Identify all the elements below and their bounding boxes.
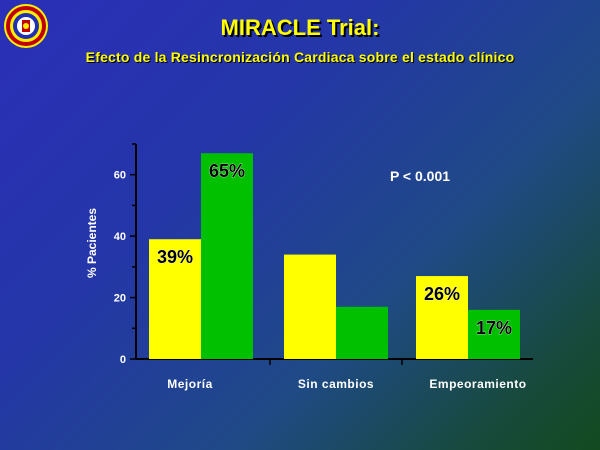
university-seal-logo (4, 4, 48, 48)
data-label: 26% (424, 284, 460, 304)
bar (201, 153, 253, 359)
y-tick-label: 20 (114, 293, 126, 305)
y-tick-label: 40 (114, 231, 126, 243)
category-label: Sin cambios (298, 377, 374, 391)
bar (416, 276, 468, 359)
data-label: 17% (476, 318, 512, 338)
bar (284, 254, 336, 359)
y-tick-label: 60 (114, 170, 126, 182)
data-label: 39% (157, 247, 193, 267)
bar (149, 239, 201, 359)
bar (336, 306, 388, 359)
slide-title: MIRACLE Trial: (220, 15, 380, 40)
category-label: Mejoría (167, 377, 213, 391)
slide-subtitle: Efecto de la Resincronización Cardiaca s… (85, 49, 515, 65)
y-tick-label: 0 (120, 354, 126, 366)
data-label: 65% (209, 161, 245, 181)
category-label: Empeoramiento (429, 377, 526, 391)
bar (468, 309, 520, 359)
p-value-annotation: P < 0.001 (390, 168, 450, 184)
y-axis-label: % Pacientes (85, 208, 99, 278)
